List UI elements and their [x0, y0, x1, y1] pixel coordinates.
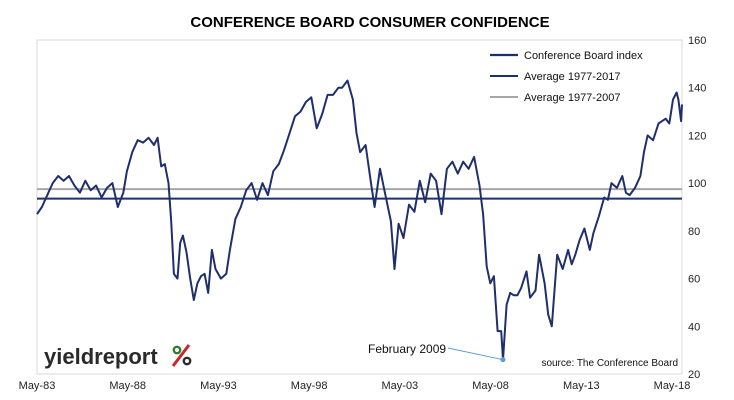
y-tick-label: 80 — [688, 226, 700, 238]
x-tick-label: May-98 — [291, 380, 328, 392]
annotation-point-marker — [500, 357, 506, 363]
percent-logo-icon — [171, 344, 192, 367]
annotation-label: February 2009 — [368, 342, 446, 356]
legend-label-average-1977-2007: Average 1977-2007 — [524, 92, 620, 104]
plot-area-frame — [36, 39, 683, 375]
series-layer — [36, 79, 683, 361]
legend-label-index: Conference Board index — [524, 50, 643, 62]
series-line-conference-board-index — [36, 79, 683, 361]
y-tick-label: 20 — [688, 369, 700, 381]
x-tick-label: May-03 — [382, 380, 419, 392]
y-tick-label: 60 — [688, 274, 700, 286]
x-tick-label: May-18 — [654, 380, 691, 392]
annotation-leader-line — [447, 347, 504, 361]
x-tick-label: May-93 — [200, 380, 237, 392]
yieldreport-logo: yieldreport — [44, 344, 192, 369]
y-tick-label: 40 — [688, 321, 700, 333]
x-tick-label: May-08 — [472, 380, 509, 392]
x-axis-ticks: May-83 May-88 May-93 May-98 May-03 May-08 May-… — [19, 380, 691, 392]
y-tick-label: 120 — [688, 130, 706, 142]
y-axis-ticks: 20 40 60 80 100 120 140 160 — [688, 35, 706, 381]
legend-label-average-1977-2017: Average 1977-2017 — [524, 71, 620, 83]
legend: Conference Board index Average 1977-2017… — [490, 50, 643, 104]
average-lines — [37, 188, 682, 200]
chart-title: CONFERENCE BOARD CONSUMER CONFIDENCE — [190, 14, 549, 31]
x-tick-label: May-88 — [109, 380, 146, 392]
annotation-february-2009: February 2009 — [368, 342, 506, 363]
x-tick-label: May-83 — [19, 380, 56, 392]
y-tick-label: 140 — [688, 83, 706, 95]
x-tick-label: May-13 — [563, 380, 600, 392]
y-tick-label: 160 — [688, 35, 706, 47]
logo-wordmark: yieldreport — [44, 344, 158, 369]
y-tick-label: 100 — [688, 178, 706, 190]
source-note: source: The Conference Board — [541, 358, 678, 369]
